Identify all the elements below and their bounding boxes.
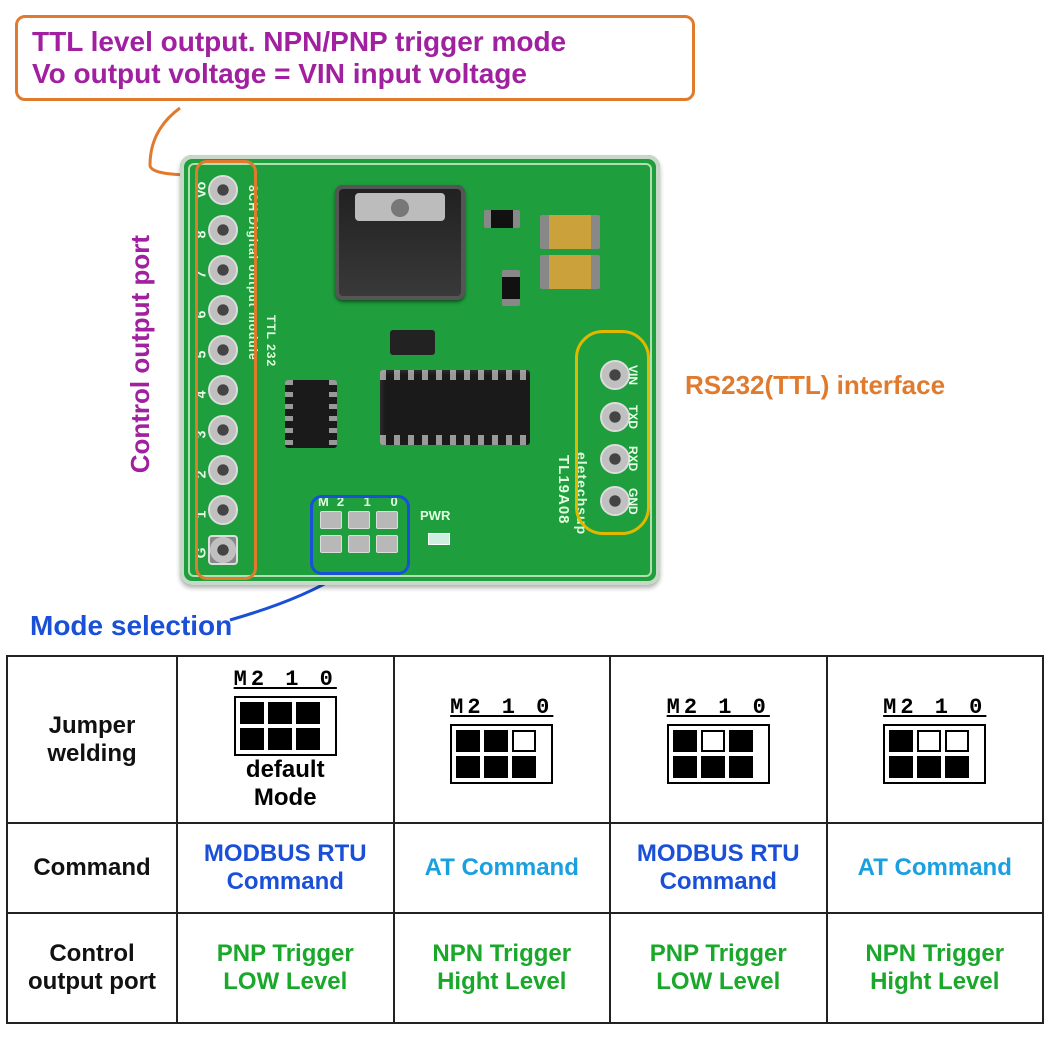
trigger-line: NPN Trigger [403,940,602,968]
trigger-line: NPN Trigger [836,940,1035,968]
mode-pad-silk-label: M2 1 0 [318,494,406,509]
jumper-diagram: M2 1 0 [450,695,553,784]
jumper-diagram: M2 1 0 [234,667,337,756]
table-cell-jumper: M2 1 0 [610,656,827,823]
rs232-pin-label: TXD [632,402,648,432]
jumper-diagram: M2 1 0 [883,695,986,784]
table-cell-command: MODBUS RTU Command [177,823,394,913]
jumper-pads [234,696,337,756]
label-mode-selection: Mode selection [30,610,232,642]
trigger-line: LOW Level [186,968,385,996]
output-pin-pad [208,495,238,525]
smd-capacitor [540,215,600,249]
trigger-line: Hight Level [403,968,602,996]
jumper-pads [450,724,553,784]
callout-line-2: Vo output voltage = VIN input voltage [32,58,678,90]
table-cell-jumper: M2 1 0 defaultMode [177,656,394,823]
output-pin-pad [208,215,238,245]
jumper-pads [883,724,986,784]
pcb-board: Vo87654321G 8CH Digital output module TT… [180,155,660,585]
jumper-header-label: M2 1 0 [667,695,770,720]
output-pin-pad [208,455,238,485]
table-cell-jumper: M2 1 0 [827,656,1044,823]
table-cell-trigger: PNP TriggerLOW Level [610,913,827,1023]
jumper-pads [667,724,770,784]
jumper-diagram: M2 1 0 [667,695,770,784]
mcu-ic [380,370,530,445]
table-cell-jumper: M2 1 0 [394,656,611,823]
rs232-pin-labels: VIN TXD RXD GND [632,360,648,516]
rs232-pin-label: VIN [632,360,648,390]
silk-text-model: TL19A08 [555,455,572,525]
silk-text-brand: eletechsup [574,452,590,535]
label-control-output-port: Control output port [125,235,156,473]
pwr-label: PWR [420,508,450,523]
small-ic [390,330,435,355]
voltage-regulator-ic [335,185,465,300]
trigger-line: PNP Trigger [619,940,818,968]
output-pin-labels: Vo87654321G [192,175,209,565]
silk-text-ttl232: TTL 232 [264,315,278,367]
smd-capacitor [540,255,600,289]
output-pin-pad [208,415,238,445]
driver-ic [285,380,337,448]
output-pin-header [208,175,238,565]
rs232-pin-label: GND [632,486,648,516]
output-pin-pad [208,295,238,325]
table-header-control: Control output port [7,913,177,1023]
pwr-led [428,533,450,545]
mode-selection-pads [320,511,398,553]
table-header-command: Command [7,823,177,913]
default-mode-note: defaultMode [186,756,385,812]
jumper-header-label: M2 1 0 [450,695,553,720]
trigger-line: Hight Level [836,968,1035,996]
silk-text-module: 8CH Digital output module [246,185,260,361]
trigger-line: PNP Trigger [186,940,385,968]
label-rs232-interface: RS232(TTL) interface [685,370,945,401]
callout-box: TTL level output. NPN/PNP trigger mode V… [15,15,695,101]
output-pin-pad [208,255,238,285]
output-pin-pad [208,375,238,405]
table-cell-command: AT Command [394,823,611,913]
jumper-header-label: M2 1 0 [234,667,337,692]
rs232-pin-label: RXD [632,444,648,474]
smd-resistor [484,210,520,228]
output-pin-pad [208,175,238,205]
jumper-header-label: M2 1 0 [883,695,986,720]
smd-resistor [502,270,520,306]
output-pin-pad [208,335,238,365]
callout-line-1: TTL level output. NPN/PNP trigger mode [32,26,678,58]
table-cell-trigger: NPN TriggerHight Level [394,913,611,1023]
table-cell-command: MODBUS RTU Command [610,823,827,913]
table-cell-trigger: NPN TriggerHight Level [827,913,1044,1023]
trigger-line: LOW Level [619,968,818,996]
table-header-jumper: Jumper welding [7,656,177,823]
mode-selection-table: Jumper welding M2 1 0 defaultMode M2 1 0 … [6,655,1044,1024]
table-cell-trigger: PNP TriggerLOW Level [177,913,394,1023]
output-pin-pad [208,535,238,565]
table-cell-command: AT Command [827,823,1044,913]
